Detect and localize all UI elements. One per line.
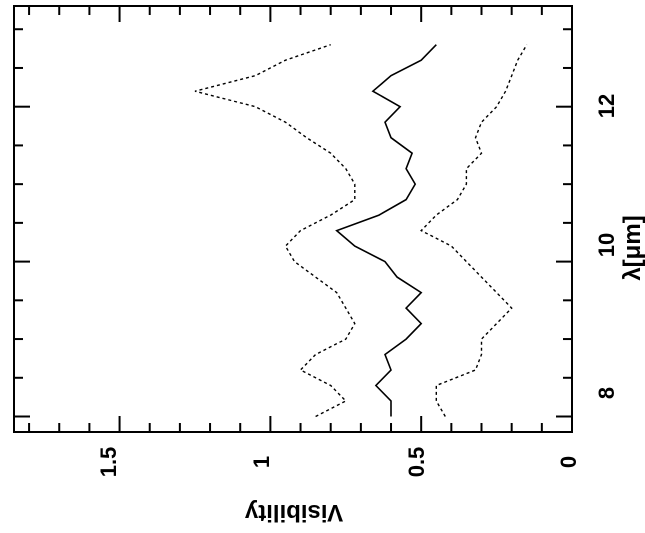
y-tick-label-0.5: 0.5 bbox=[404, 447, 429, 478]
plot-frame bbox=[13, 5, 573, 433]
y-tick-label-1: 1 bbox=[249, 456, 274, 468]
series-line-solid-0 bbox=[335, 44, 437, 417]
series-layer bbox=[194, 44, 528, 418]
x-tick-label-10: 10 bbox=[594, 233, 619, 257]
x-axis-title: λ[μm] bbox=[619, 215, 645, 280]
series-line-dotted-1 bbox=[194, 44, 356, 418]
ticks-layer bbox=[14, 6, 573, 432]
x-tick-label-8: 8 bbox=[594, 387, 619, 399]
y-axis-title: Visibility bbox=[244, 499, 343, 526]
series-line-dotted-2 bbox=[420, 44, 528, 417]
y-tick-label-1.5: 1.5 bbox=[96, 447, 121, 478]
x-tick-label-12: 12 bbox=[594, 94, 619, 118]
y-tick-label-0: 0 bbox=[556, 456, 581, 468]
